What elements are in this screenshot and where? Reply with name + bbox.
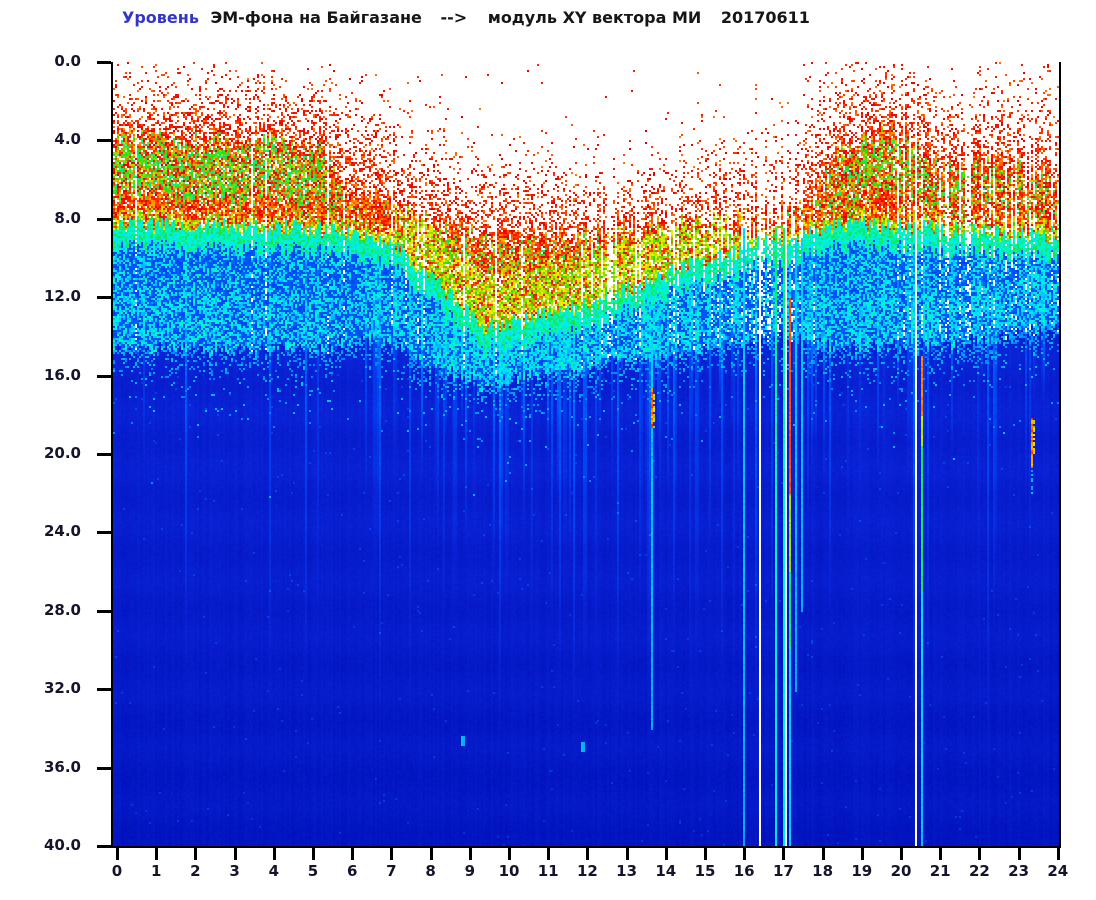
x-tick	[625, 848, 629, 860]
y-tick	[97, 766, 111, 770]
x-tick-label: 2	[190, 862, 201, 880]
x-tick-label: 6	[346, 862, 358, 880]
x-tick	[312, 848, 315, 860]
x-tick-label: 13	[616, 862, 638, 880]
x-tick-label: 7	[386, 862, 397, 880]
x-tick	[429, 848, 433, 860]
x-tick	[782, 848, 786, 860]
y-tick	[97, 61, 111, 64]
x-tick	[155, 848, 159, 860]
title-word-level: Уровень	[122, 8, 199, 27]
x-tick	[860, 848, 864, 860]
x-tick	[704, 848, 707, 860]
y-tick-label: 4.0	[54, 130, 81, 149]
x-tick	[978, 848, 982, 860]
title-date: 20170611	[720, 8, 810, 27]
x-tick-label: 10	[498, 862, 520, 880]
title-station: ЭМ-фона на Байгазане	[210, 8, 422, 27]
chart-title: Уровень ЭМ-фона на Байгазане --> модуль …	[122, 8, 810, 27]
x-tick-label: 17	[772, 862, 794, 880]
y-tick-label: 8.0	[54, 208, 81, 227]
x-tick-label: 23	[1008, 862, 1030, 880]
x-tick	[508, 848, 511, 860]
y-tick-label: 12.0	[43, 287, 81, 306]
x-tick	[743, 848, 747, 860]
x-tick-label: 19	[851, 862, 873, 880]
title-arrow: -->	[440, 8, 468, 27]
y-tick-label: 16.0	[43, 365, 81, 384]
x-tick	[1056, 848, 1060, 860]
y-tick	[97, 453, 111, 456]
x-tick	[939, 848, 943, 860]
y-tick	[97, 217, 111, 221]
y-tick	[97, 609, 111, 613]
y-tick	[97, 845, 111, 848]
y-tick-label: 28.0	[43, 600, 81, 619]
y-tick-label: 20.0	[43, 444, 81, 462]
x-tick-label: 8	[425, 862, 436, 880]
x-tick	[233, 848, 237, 860]
spectrogram-canvas	[113, 62, 1059, 846]
x-tick-label: 21	[929, 862, 951, 880]
plot-frame	[111, 62, 1061, 848]
x-tick-label: 22	[968, 862, 990, 880]
x-tick	[821, 848, 825, 860]
x-tick	[194, 848, 198, 860]
x-tick-label: 4	[268, 862, 280, 880]
x-tick-label: 3	[229, 862, 240, 880]
x-tick	[586, 848, 590, 860]
y-tick-label: 24.0	[43, 522, 81, 541]
y-tick	[97, 139, 111, 143]
x-tick	[664, 848, 668, 860]
x-tick-label: 1	[150, 862, 162, 880]
x-tick-label: 0	[111, 862, 123, 880]
x-tick	[1017, 848, 1021, 860]
x-tick-label: 20	[890, 862, 912, 880]
title-module: модуль XY вектора МИ	[487, 8, 702, 27]
y-tick	[97, 296, 111, 300]
x-tick	[547, 848, 551, 860]
x-tick	[351, 848, 355, 860]
x-tick	[272, 848, 276, 860]
y-tick-label: 0.0	[54, 52, 81, 70]
x-tick-label: 24	[1047, 862, 1069, 880]
y-tick-label: 32.0	[43, 679, 81, 698]
x-tick-label: 5	[307, 862, 319, 880]
y-tick-label: 40.0	[43, 836, 81, 854]
x-tick	[468, 848, 472, 860]
x-tick-label: 11	[537, 862, 559, 880]
x-tick	[116, 848, 119, 860]
x-tick-label: 9	[464, 862, 476, 880]
x-tick-label: 15	[694, 862, 716, 880]
x-tick	[390, 848, 394, 860]
x-tick-label: 14	[655, 862, 677, 880]
x-tick-label: 18	[812, 862, 834, 880]
y-tick	[97, 374, 111, 378]
x-tick-label: 16	[733, 862, 755, 880]
x-tick	[900, 848, 903, 860]
y-tick	[97, 531, 111, 535]
x-tick-label: 12	[576, 862, 598, 880]
y-tick-label: 36.0	[43, 757, 81, 776]
y-tick	[97, 688, 111, 692]
